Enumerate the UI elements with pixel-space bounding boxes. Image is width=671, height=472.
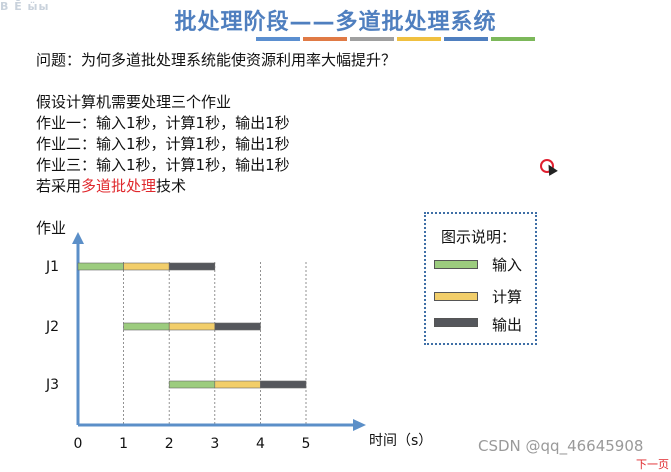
y-axis-label: 作业 (36, 219, 66, 237)
legend-label-output: 输出 (492, 316, 523, 334)
bar-segment (168, 262, 216, 271)
watermark: CSDN @qq_46645908 (478, 437, 644, 455)
title-color-bar (491, 37, 535, 41)
corner-logo: B Ē ӹы (0, 0, 50, 13)
x-tick-label: 1 (119, 436, 128, 452)
title-color-bar (397, 37, 441, 41)
slide-title: 批处理阶段——多道批处理系统 (174, 10, 497, 35)
bar-segment (260, 380, 307, 389)
x-axis-label: 时间（s） (369, 433, 432, 449)
bar-segment (214, 322, 261, 331)
legend-box: 图示说明： 输入 计算 输出 (424, 212, 537, 345)
bar-segment (168, 322, 216, 331)
technique-suffix: 技术 (156, 177, 187, 195)
assumption-text: 假设计算机需要处理三个作业 (36, 93, 232, 111)
job-line-3: 作业三：输入1秒，计算1秒，输出1秒 (36, 156, 290, 174)
job-label-j3: J3 (45, 377, 59, 393)
legend-label-input: 输入 (492, 256, 523, 274)
legend-swatch-compute (434, 292, 478, 301)
job-label-j2: J2 (45, 319, 59, 335)
bar-segment (123, 322, 170, 331)
legend-swatch-input (434, 260, 478, 269)
title-color-bar (444, 37, 488, 41)
legend-swatch-output (434, 318, 478, 327)
title-color-bar (303, 37, 347, 41)
question-text: 问题：为何多道批处理系统能使资源利用率大幅提升？ (36, 51, 397, 69)
y-axis-arrow-icon (72, 232, 84, 244)
x-axis-arrow-icon (353, 419, 366, 431)
cursor-circle-icon (540, 159, 554, 173)
title-color-bar (350, 37, 394, 41)
x-tick-label: 4 (256, 436, 265, 452)
technique-prefix: 若采用 (36, 177, 82, 195)
next-page-link[interactable]: 下一页 (636, 458, 669, 471)
legend-title: 图示说明： (441, 228, 517, 246)
x-tick-label: 0 (74, 436, 83, 452)
technique-highlight: 多道批处理 (81, 177, 157, 195)
legend-label-compute: 计算 (492, 288, 523, 306)
job-line-2: 作业二：输入1秒，计算1秒，输出1秒 (36, 135, 290, 153)
job-label-j1: J1 (45, 259, 59, 275)
bar-segment (123, 262, 170, 271)
bar-segment (214, 380, 261, 389)
x-tick-label: 5 (302, 436, 311, 452)
x-tick-label: 3 (210, 436, 219, 452)
x-tick-label: 2 (165, 436, 174, 452)
technique-line: 若采用多道批处理技术 (36, 176, 186, 196)
job-line-1: 作业一：输入1秒，计算1秒，输出1秒 (36, 114, 290, 132)
bar-segment (77, 262, 124, 271)
title-color-bar (256, 37, 300, 41)
bar-segment (168, 380, 216, 389)
